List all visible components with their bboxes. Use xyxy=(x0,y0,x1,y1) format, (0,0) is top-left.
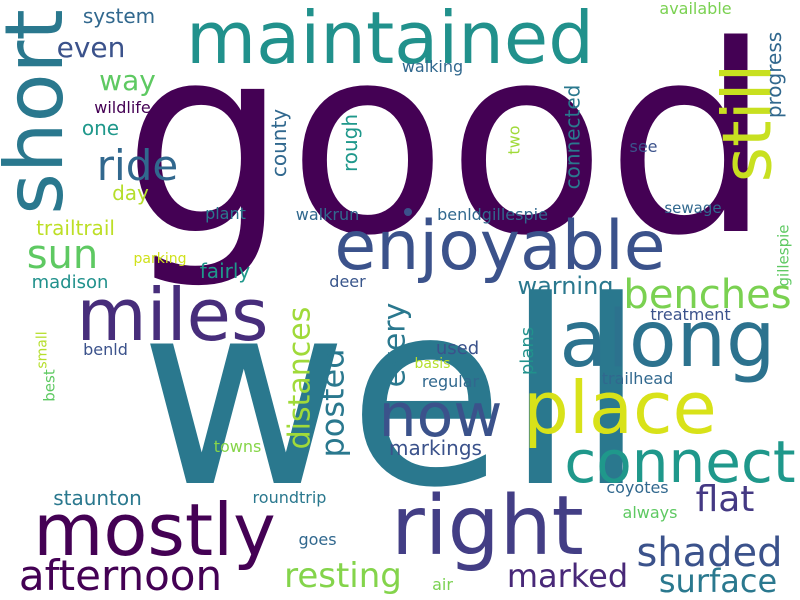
word-goes: goes xyxy=(298,530,337,549)
word-staunton: staunton xyxy=(53,485,142,510)
word-sewage: sewage xyxy=(664,198,722,217)
word-basis: basis xyxy=(414,356,451,372)
word-warning: warning xyxy=(517,272,614,300)
word-treatment: treatment xyxy=(650,305,731,324)
word-afternoon: afternoon xyxy=(18,550,223,600)
word-progress: progress xyxy=(762,31,787,119)
word-ride: ride xyxy=(96,140,179,190)
word-madison: madison xyxy=(31,272,109,293)
word-connect: connect xyxy=(564,428,796,496)
word-coyotes: coyotes xyxy=(606,478,669,497)
word-plant: plant xyxy=(205,204,246,223)
word-parking: parking xyxy=(133,251,187,267)
word-one: one xyxy=(81,115,120,140)
word-posted: posted xyxy=(313,347,352,458)
word-system: system xyxy=(82,3,156,28)
word-gillespie: gillespie xyxy=(774,224,793,286)
word-even: even xyxy=(56,31,126,64)
word-trailtrail: trailtrail xyxy=(36,215,115,240)
word-now: now xyxy=(378,380,503,451)
word-benldgillespie: benldgillespie xyxy=(437,205,548,224)
word-plans: plans xyxy=(517,326,539,375)
word-maintained: maintained xyxy=(186,0,594,80)
word-available: available xyxy=(659,0,732,18)
word-shaded: shaded xyxy=(636,529,783,576)
word-county: county xyxy=(267,108,292,177)
word-towns: towns xyxy=(213,437,262,456)
word-benches: benches xyxy=(623,271,792,318)
word-every: every xyxy=(377,302,413,388)
word-two: two xyxy=(505,125,524,155)
word-distances: distances xyxy=(282,306,318,449)
word-air: air xyxy=(432,575,453,594)
word-surface: surface xyxy=(658,561,778,600)
word-trailhead: trailhead xyxy=(601,369,674,388)
word-rough: rough xyxy=(338,113,363,172)
word-resting: resting xyxy=(284,555,402,596)
word-right: right xyxy=(391,479,584,574)
word-mostly: mostly xyxy=(33,488,276,572)
word-see: see xyxy=(629,137,658,156)
word-regular: regular xyxy=(421,372,480,391)
word-used: used xyxy=(435,338,480,359)
word-always: always xyxy=(622,503,678,522)
word-miles: miles xyxy=(76,273,269,357)
word-best: best xyxy=(40,368,59,402)
dot-mark xyxy=(404,208,412,216)
word-well: well xyxy=(139,246,647,544)
word-day: day xyxy=(112,180,149,205)
word-along: along xyxy=(559,295,776,385)
word-flat: flat xyxy=(695,479,755,520)
word-benld: benld xyxy=(83,340,128,359)
word-good: good xyxy=(122,0,772,293)
word-fairly: fairly xyxy=(199,258,251,283)
word-wildlife: wildlife xyxy=(94,98,151,117)
word-connected: connected xyxy=(560,84,585,190)
word-way: way xyxy=(99,64,156,97)
word-enjoyable: enjoyable xyxy=(334,207,666,286)
word-place: place xyxy=(523,366,717,450)
word-deer: deer xyxy=(329,272,366,291)
word-walkrun: walkrun xyxy=(295,205,360,224)
word-roundtrip: roundtrip xyxy=(252,488,327,507)
word-sun: sun xyxy=(26,232,99,278)
word-markings: markings xyxy=(389,435,482,460)
word-marked: marked xyxy=(506,556,629,595)
word-walking: walking xyxy=(401,57,464,76)
word-small: small xyxy=(34,330,51,369)
